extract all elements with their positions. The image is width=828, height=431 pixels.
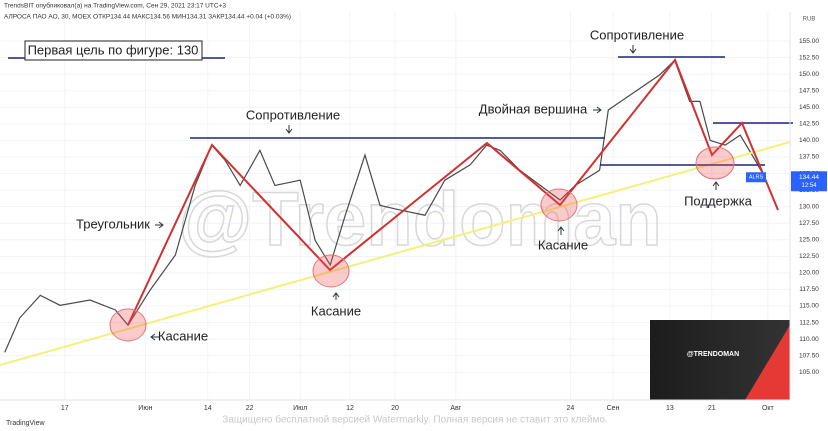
x-tick-label: 12 xyxy=(346,405,354,412)
symbol-label-box xyxy=(746,172,766,183)
x-tick-label: Авг xyxy=(450,405,461,412)
y-tick-label: 145.00 xyxy=(799,104,819,111)
annotation: Касание xyxy=(158,328,208,343)
last-price: 134.44 xyxy=(799,174,819,181)
y-tick-label: 130.00 xyxy=(799,203,819,210)
annotation: Треугольник xyxy=(76,216,150,231)
axes: 105.00 107.50 110.00 112.50 115.00 117.50 120.… xyxy=(61,38,827,412)
annotation: Сопротивление xyxy=(590,27,684,42)
x-tick-label: 14 xyxy=(204,405,212,412)
trend-line xyxy=(0,141,791,366)
drawings xyxy=(0,56,793,366)
x-tick-label: 22 xyxy=(246,405,254,412)
header: TrendsBIT опубликовал(а) на TradingView.… xyxy=(4,2,226,10)
x-tick-label: Июл xyxy=(293,405,307,412)
x-tick-label: Июн xyxy=(138,405,152,412)
y-tick-label: 115.00 xyxy=(799,303,819,310)
arrow xyxy=(712,181,720,190)
annotation: Касание xyxy=(311,303,361,318)
arrow xyxy=(593,106,602,114)
arrow xyxy=(557,226,565,235)
touch-circle xyxy=(695,146,735,180)
y-tick-label: 120.00 xyxy=(799,270,819,277)
watermark: @Trendoman xyxy=(178,177,662,262)
annotation: Сопротивление xyxy=(246,107,340,122)
annotation: Касание xyxy=(538,237,588,252)
arrow xyxy=(155,221,164,229)
y-tick-label: 107.50 xyxy=(799,352,819,359)
y-tick-label: 147.50 xyxy=(799,88,819,95)
y-tick-label: 105.00 xyxy=(799,369,819,376)
arrow xyxy=(332,292,340,300)
y-tick-label: 155.00 xyxy=(799,38,819,45)
y-tick-label: 140.00 xyxy=(799,137,819,144)
x-tick-label: 21 xyxy=(708,405,716,412)
last-price-box xyxy=(791,171,827,192)
brand: TradingView xyxy=(6,420,45,427)
inset-text: @TRENDOMAN xyxy=(687,351,739,358)
arrow xyxy=(285,125,293,134)
y-tick-label: 112.50 xyxy=(799,319,819,326)
x-tick-label: 13 xyxy=(666,405,674,412)
symbol-info: АЛРОСА ПАО АО, 30, MOEX ОТКР134.44 МАКС1… xyxy=(4,14,291,21)
y-tick-label: 152.50 xyxy=(799,54,819,61)
y-tick-label: 127.50 xyxy=(799,220,819,227)
annotation: Поддержка xyxy=(684,193,753,208)
annotation: Первая цель по фигуре: 130 xyxy=(28,42,199,57)
arrow xyxy=(629,45,637,54)
x-tick-label: 24 xyxy=(566,405,574,412)
x-tick-label: Сен xyxy=(607,405,620,412)
annotation: Двойная вершина xyxy=(479,101,588,116)
touch-circle xyxy=(109,308,147,342)
y-tick-label: 125.00 xyxy=(799,236,819,243)
y-tick-label: 142.50 xyxy=(799,121,819,128)
y-tick-label: 150.00 xyxy=(799,71,819,78)
countdown: 12:54 xyxy=(801,183,817,189)
y-tick-label: 110.00 xyxy=(799,336,819,343)
symbol-label: ALRS xyxy=(749,175,764,181)
x-tick-label: 17 xyxy=(61,405,69,412)
y-tick-label: 117.50 xyxy=(799,286,819,293)
target-box xyxy=(24,40,203,61)
x-tick-label: 20 xyxy=(391,405,399,412)
currency: RUB xyxy=(803,17,816,23)
touch-circle xyxy=(540,188,578,222)
footer: Защищено бесплатной версией Watermarkly.… xyxy=(222,414,607,426)
arrow xyxy=(150,333,159,341)
touch-circle xyxy=(312,254,350,288)
y-tick-label: 137.50 xyxy=(799,154,819,161)
x-tick-label: Окт xyxy=(762,405,775,412)
inset-accent xyxy=(745,325,790,400)
zigzag xyxy=(127,58,779,326)
y-tick-label: 122.50 xyxy=(799,253,819,260)
